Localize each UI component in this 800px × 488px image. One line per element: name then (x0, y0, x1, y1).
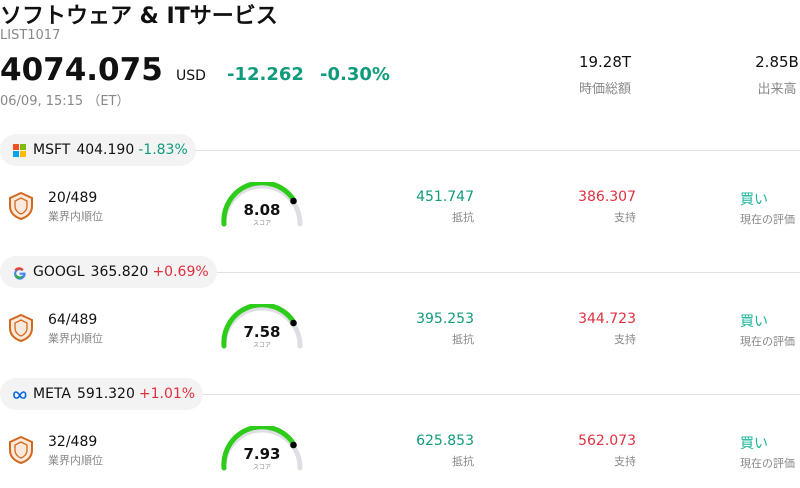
rating-label: 現在の評価 (740, 213, 795, 226)
score-label: スコア (252, 342, 271, 349)
support-label: 支持 (614, 211, 636, 224)
ticker: META (33, 386, 71, 402)
resistance: 451.747 (416, 189, 474, 205)
shield (9, 313, 33, 343)
rank: 64/489 (48, 312, 98, 328)
score-label: スコア (252, 464, 271, 471)
ticker-pill: META 591.320 +1.01% (0, 378, 204, 410)
logo (12, 265, 27, 280)
logo (12, 387, 27, 402)
logo-icon (13, 143, 26, 157)
support: 562.073 (578, 433, 636, 449)
rank-label: 業界内順位 (48, 454, 103, 467)
logo-icon (14, 266, 26, 280)
change: -12.262 (227, 64, 304, 85)
gauge (217, 180, 307, 230)
ticker-change: +1.01% (138, 386, 196, 402)
rank-icon (8, 191, 34, 225)
gauge (217, 424, 307, 474)
rating: 買い (740, 436, 768, 452)
gauge-arc (221, 424, 303, 471)
change-pct: -0.30% (320, 64, 390, 85)
ticker-change: +0.69% (152, 264, 209, 280)
stat-label: 時価総額 (578, 82, 631, 97)
divider (0, 272, 800, 273)
logo (12, 143, 27, 158)
score: 7.58 (243, 323, 281, 341)
logo-icon (13, 390, 27, 399)
rating-label: 現在の評価 (740, 335, 795, 348)
code: LIST1017 (0, 28, 61, 43)
resistance-label: 抵抗 (452, 211, 474, 224)
stat-value: 2.85B (755, 53, 799, 71)
shield (9, 191, 33, 221)
title: ソフトウェア & ITサービス (0, 4, 278, 29)
gauge (217, 302, 307, 352)
rank: 32/489 (48, 434, 98, 450)
ticker-pill: MSFT 404.190 -1.83% (0, 134, 196, 166)
ticker-price: 365.820 (90, 264, 149, 280)
rank-icon (8, 435, 34, 469)
ticker: MSFT (33, 142, 71, 158)
resistance: 625.853 (416, 433, 474, 449)
rating: 買い (740, 314, 768, 330)
resistance-label: 抵抗 (452, 333, 474, 346)
divider (0, 394, 800, 395)
score: 8.08 (243, 201, 281, 219)
rank: 20/489 (48, 190, 98, 206)
support-label: 支持 (614, 333, 636, 346)
support: 386.307 (578, 189, 636, 205)
score: 7.93 (243, 445, 281, 463)
stat-value: 19.28T (578, 53, 632, 71)
ticker-price: 404.190 (76, 142, 135, 158)
resistance: 395.253 (416, 311, 474, 327)
stat-label: 出来高 (757, 82, 797, 97)
rank-label: 業界内順位 (48, 332, 103, 345)
score-label: スコア (252, 220, 271, 227)
ticker-pill: GOOGL 365.820 +0.69% (0, 256, 217, 288)
datetime: 06/09, 15:15 （ET） (0, 94, 130, 109)
shield (9, 435, 33, 465)
gauge-arc (221, 180, 303, 227)
rating: 買い (740, 192, 768, 208)
support-label: 支持 (614, 455, 636, 468)
rank-label: 業界内順位 (48, 210, 103, 223)
price: 4074.075 (0, 52, 163, 88)
support: 344.723 (578, 311, 636, 327)
rank-icon (8, 313, 34, 347)
divider (0, 150, 800, 151)
ticker-price: 591.320 (76, 386, 135, 402)
ticker-change: -1.83% (138, 142, 188, 158)
rating-label: 現在の評価 (740, 457, 795, 470)
ticker: GOOGL (33, 264, 85, 280)
resistance-label: 抵抗 (452, 455, 474, 468)
currency: USD (176, 68, 206, 84)
gauge-arc (221, 302, 303, 349)
